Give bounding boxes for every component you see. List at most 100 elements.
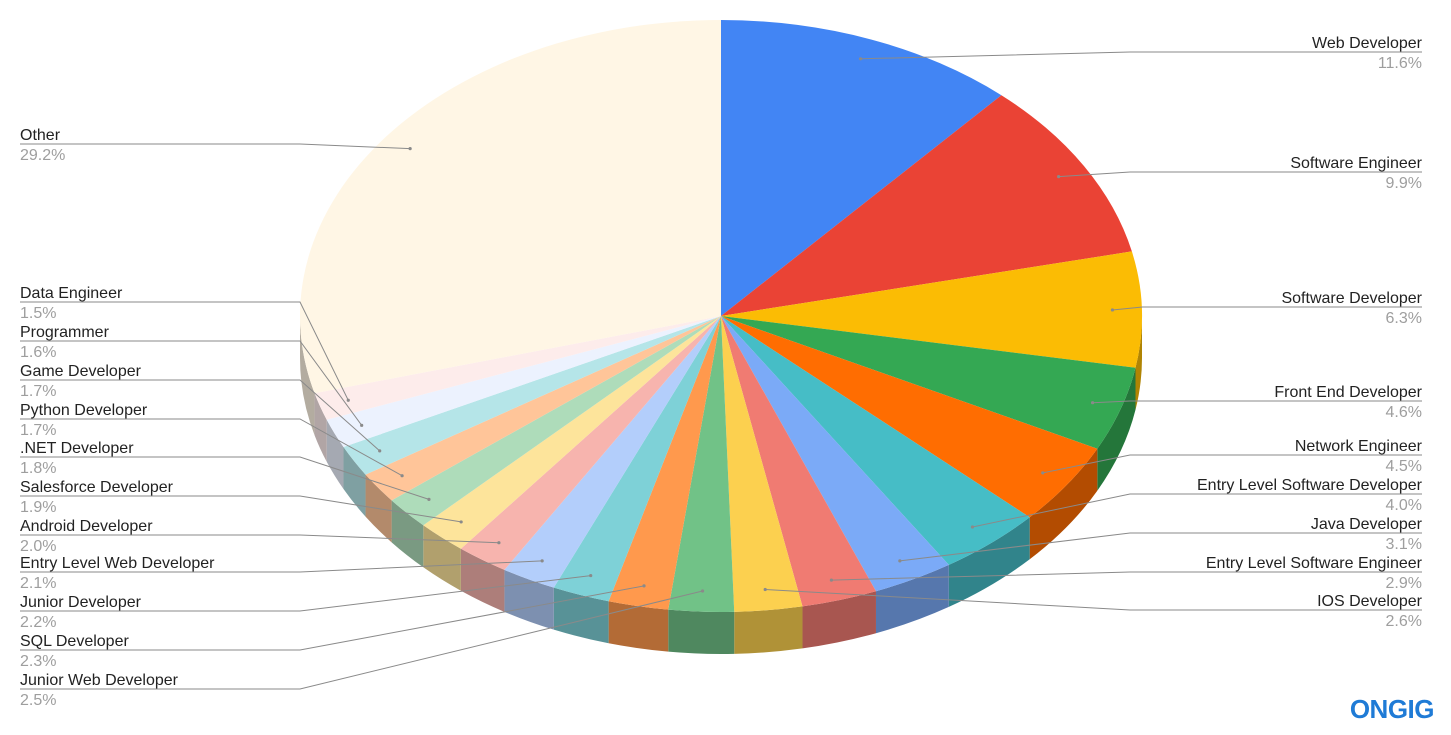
leader-dot-17 — [378, 449, 382, 453]
slice-value-10: 2.3% — [20, 653, 56, 670]
leader-line-7 — [831, 571, 1422, 581]
slice-value-20: 29.2% — [20, 147, 65, 164]
leader-line-19 — [20, 301, 349, 401]
leader-dot-18 — [360, 423, 364, 427]
leader-line-13 — [20, 534, 499, 544]
slice-value-2: 6.3% — [1386, 310, 1422, 327]
slice-value-18: 1.6% — [20, 344, 56, 361]
slice-value-0: 11.6% — [1378, 55, 1422, 72]
pie-side-4 — [1029, 448, 1098, 560]
pie-slice-4 — [721, 316, 1098, 518]
leader-line-16 — [20, 418, 403, 477]
slice-label-8: IOS Developer — [1317, 593, 1423, 610]
pie-slice-15 — [391, 316, 721, 526]
slice-value-15: 1.8% — [20, 460, 56, 477]
leader-dot-19 — [346, 398, 350, 402]
leader-line-10 — [20, 585, 645, 651]
leader-line-5 — [972, 493, 1422, 528]
pie-slice-14 — [423, 316, 721, 549]
leader-line-12 — [20, 560, 543, 573]
slice-label-20: Other — [20, 127, 61, 144]
pie-side-11 — [553, 587, 609, 644]
slice-label-5: Entry Level Software Developer — [1197, 477, 1423, 494]
slice-value-4: 4.5% — [1386, 458, 1422, 475]
pie-slice-9 — [668, 316, 735, 612]
leader-dot-20 — [408, 147, 412, 151]
slice-value-13: 2.0% — [20, 538, 56, 555]
leader-line-17 — [20, 379, 381, 452]
pie-slice-11 — [553, 316, 721, 602]
leader-line-2 — [1112, 306, 1422, 311]
leader-dot-0 — [858, 57, 863, 61]
leader-dot-5 — [970, 525, 975, 529]
pie-slice-16 — [365, 316, 721, 501]
slice-label-18: Programmer — [20, 324, 110, 341]
pie-labels: Web Developer 11.6% Software Engineer 9.9% S… — [20, 35, 1423, 709]
pie-side-17 — [343, 447, 366, 517]
leader-line-14 — [20, 495, 462, 523]
pie-slice-3 — [721, 316, 1136, 449]
slice-value-3: 4.6% — [1386, 404, 1422, 421]
leader-line-20 — [20, 143, 411, 150]
leader-line-11 — [20, 575, 591, 612]
slice-value-16: 1.7% — [20, 422, 56, 439]
slice-value-7: 2.9% — [1386, 575, 1422, 592]
leader-dot-4 — [1041, 471, 1045, 475]
pie-side-20 — [300, 316, 315, 436]
slice-label-14: Salesforce Developer — [20, 479, 174, 496]
leader-dot-1 — [1057, 175, 1061, 179]
pie-slice-20 — [300, 20, 721, 394]
pie-slice-1 — [721, 95, 1132, 317]
leader-line-0 — [860, 51, 1422, 60]
pie-slice-18 — [326, 316, 721, 448]
pie-side-19 — [314, 393, 327, 462]
slice-value-19: 1.5% — [20, 305, 56, 322]
leader-line-15 — [20, 456, 430, 500]
leader-dot-14 — [459, 520, 463, 524]
leader-line-1 — [1058, 171, 1422, 178]
slice-value-12: 2.1% — [20, 575, 56, 592]
slice-value-1: 9.9% — [1386, 175, 1422, 192]
slice-label-11: Junior Developer — [20, 594, 142, 611]
pie-side-15 — [391, 500, 424, 568]
slice-value-5: 4.0% — [1386, 497, 1422, 514]
slice-label-12: Entry Level Web Developer — [20, 555, 215, 572]
slice-label-6: Java Developer — [1311, 516, 1423, 533]
slice-label-13: Android Developer — [20, 518, 153, 535]
pie-slice-8 — [721, 316, 803, 612]
pie-slice-12 — [504, 316, 721, 588]
leader-dot-11 — [589, 573, 593, 578]
leader-line-6 — [899, 532, 1422, 562]
slice-label-19: Data Engineer — [20, 285, 123, 302]
slice-label-1: Software Engineer — [1290, 155, 1422, 172]
pie-slice-13 — [460, 316, 721, 570]
pie-side-6 — [875, 564, 949, 634]
slice-label-4: Network Engineer — [1295, 438, 1423, 455]
pie-side-7 — [802, 591, 876, 649]
slice-label-2: Software Developer — [1281, 290, 1422, 307]
slice-label-15: .NET Developer — [20, 440, 134, 457]
leader-dot-10 — [642, 584, 646, 588]
leader-dot-8 — [763, 587, 767, 592]
pie-slice-0 — [721, 20, 1002, 316]
slice-label-10: SQL Developer — [20, 633, 129, 650]
leader-dot-2 — [1110, 308, 1115, 312]
pie-side-8 — [734, 606, 803, 654]
slice-value-17: 1.7% — [20, 383, 56, 400]
slice-value-9: 2.5% — [20, 692, 56, 709]
slice-value-8: 2.6% — [1386, 613, 1422, 630]
brand-logo: ONGIG — [1349, 694, 1435, 724]
leader-dot-3 — [1090, 401, 1095, 405]
pie-side-14 — [423, 525, 461, 591]
slice-label-17: Game Developer — [20, 363, 142, 380]
slice-value-6: 3.1% — [1386, 536, 1422, 553]
slice-label-9: Junior Web Developer — [20, 672, 179, 689]
pie-slices — [300, 20, 1142, 612]
slice-value-11: 2.2% — [20, 614, 56, 631]
pie-slice-19 — [314, 316, 721, 420]
leader-dot-12 — [540, 559, 544, 563]
leader-dot-16 — [400, 474, 404, 478]
pie-side-5 — [948, 517, 1030, 607]
